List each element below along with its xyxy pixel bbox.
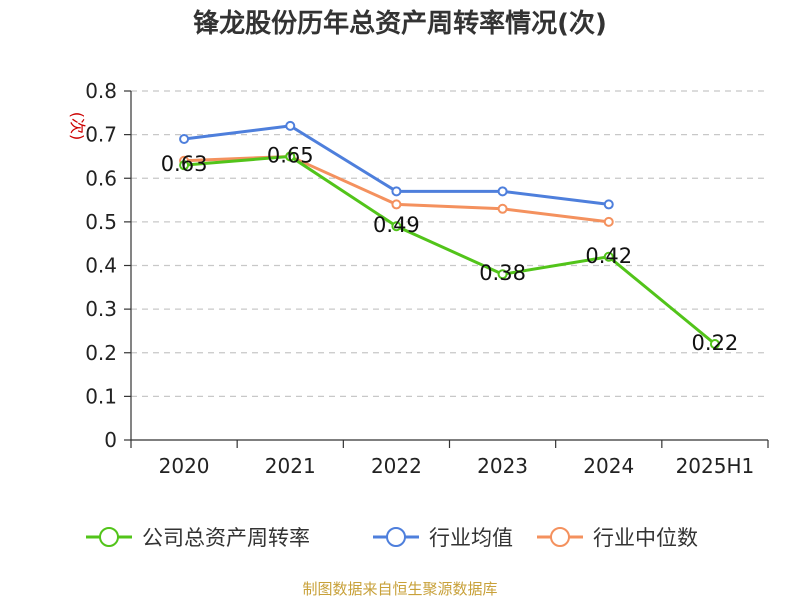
axes xyxy=(124,90,769,448)
y-tick-labels: 0 0.1 0.2 0.3 0.4 0.5 0.6 0.7 0.8 xyxy=(85,79,117,452)
legend-label: 行业中位数 xyxy=(593,526,698,550)
legend-label: 公司总资产周转率 xyxy=(142,526,310,550)
data-label: 0.22 xyxy=(692,331,739,355)
legend-label: 行业均值 xyxy=(429,526,513,550)
legend: 公司总资产周转率 行业均值 行业中位数 xyxy=(86,526,698,550)
chart-title: 锋龙股份历年总资产周转率情况(次) xyxy=(193,8,607,39)
data-point xyxy=(179,133,190,144)
y-tick-label: 0.4 xyxy=(85,254,117,278)
legend-marker xyxy=(386,527,406,547)
x-tick-label: 2025H1 xyxy=(676,454,755,478)
x-tick-label: 2022 xyxy=(371,454,422,478)
data-point xyxy=(285,120,296,131)
y-tick-label: 0.2 xyxy=(85,341,117,365)
data-labels: 0.63 0.65 0.49 0.38 0.42 0.22 xyxy=(161,143,739,355)
data-point xyxy=(709,339,720,350)
data-point xyxy=(179,160,190,171)
x-tick-label: 2021 xyxy=(265,454,316,478)
data-label: 0.38 xyxy=(479,261,526,285)
data-label: 0.42 xyxy=(585,244,632,268)
series-line xyxy=(183,154,716,346)
data-point xyxy=(497,203,508,214)
y-tick-label: 0.7 xyxy=(85,123,117,147)
data-point xyxy=(391,221,402,232)
data-point xyxy=(603,251,614,262)
data-point xyxy=(391,199,402,210)
x-tick-labels: 2020 2021 2022 2023 2024 2025H1 xyxy=(159,454,755,478)
y-tick-label: 0.1 xyxy=(85,384,117,408)
legend-marker xyxy=(99,527,119,547)
legend-marker xyxy=(550,527,570,547)
y-tick-label: 0 xyxy=(104,428,117,452)
grid-lines xyxy=(131,90,768,397)
y-tick-label: 0.5 xyxy=(85,210,117,234)
y-tick-label: 0.6 xyxy=(85,166,117,190)
y-axis-label: (次) xyxy=(68,112,87,141)
x-tick-label: 2024 xyxy=(583,454,634,478)
data-point xyxy=(603,216,614,227)
data-label: 0.63 xyxy=(161,152,208,176)
y-tick-label: 0.3 xyxy=(85,297,117,321)
data-point xyxy=(497,186,508,197)
data-point xyxy=(391,186,402,197)
data-point xyxy=(603,199,614,210)
data-label: 0.65 xyxy=(267,143,314,167)
x-tick-label: 2020 xyxy=(159,454,210,478)
source-note: 制图数据来自恒生聚源数据库 xyxy=(302,580,497,598)
y-tick-label: 0.8 xyxy=(85,79,117,103)
data-point xyxy=(285,151,296,162)
data-point xyxy=(497,269,508,280)
data-label: 0.49 xyxy=(373,213,420,237)
series-lines xyxy=(179,120,720,350)
x-tick-label: 2023 xyxy=(477,454,528,478)
